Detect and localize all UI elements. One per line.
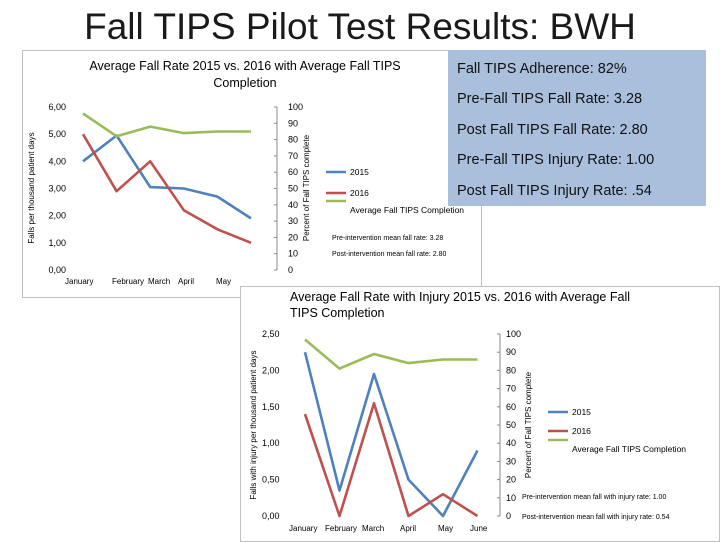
y2-tick-label: 80 bbox=[506, 365, 516, 375]
chart-title: Completion bbox=[213, 76, 276, 90]
category-label: June bbox=[470, 524, 488, 533]
y-tick-label: 1,00 bbox=[262, 438, 280, 448]
y2-tick-label: 70 bbox=[288, 151, 298, 161]
legend-label: 2016 bbox=[350, 188, 369, 198]
chart-fall-rate-frame bbox=[22, 50, 482, 298]
y2-tick-label: 10 bbox=[506, 493, 516, 503]
chart-title: Average Fall Rate with Injury 2015 vs. 2… bbox=[290, 290, 630, 304]
annotation-text: Post-intervention mean fall rate: 2.80 bbox=[332, 251, 447, 258]
annotation-text: Pre-intervention mean fall rate: 3.28 bbox=[332, 235, 443, 242]
legend-label: Average Fall TIPS Completion bbox=[572, 444, 686, 454]
y-tick-label: 0,00 bbox=[262, 511, 280, 521]
y2-tick-label: 100 bbox=[288, 102, 303, 112]
y2-axis-title: Percent of Fall TIPS complete bbox=[524, 371, 533, 478]
y2-tick-label: 30 bbox=[506, 456, 516, 466]
legend-label: 2015 bbox=[350, 167, 369, 177]
y-tick-label: 1,00 bbox=[48, 238, 66, 248]
series-line bbox=[303, 351, 479, 518]
y2-tick-label: 90 bbox=[506, 347, 516, 357]
category-label: March bbox=[362, 524, 384, 533]
y2-tick-label: 20 bbox=[288, 232, 298, 242]
legend-label: 2016 bbox=[572, 426, 591, 436]
chart-title: TIPS Completion bbox=[290, 306, 385, 320]
y-tick-label: 0,50 bbox=[262, 475, 280, 485]
stat-post-fall-rate: Post Fall TIPS Fall Rate: 2.80 bbox=[457, 122, 648, 138]
y2-tick-label: 70 bbox=[506, 384, 516, 394]
y2-axis-title: Percent of Fall TIPS complete bbox=[302, 134, 311, 241]
y-tick-label: 2,00 bbox=[48, 211, 66, 221]
y2-tick-label: 50 bbox=[288, 184, 298, 194]
stats-summary-box: Fall TIPS Adherence: 82% Pre-Fall TIPS F… bbox=[448, 50, 706, 206]
y2-tick-label: 30 bbox=[288, 216, 298, 226]
series-line bbox=[81, 133, 252, 245]
y2-tick-label: 10 bbox=[288, 249, 298, 259]
stat-pre-injury-rate: Pre-Fall TIPS Injury Rate: 1.00 bbox=[457, 152, 655, 168]
category-label: May bbox=[438, 524, 453, 533]
y2-tick-label: 60 bbox=[288, 167, 298, 177]
series-line bbox=[303, 401, 479, 518]
stat-adherence: Fall TIPS Adherence: 82% bbox=[457, 61, 627, 77]
y2-tick-label: 40 bbox=[288, 200, 298, 210]
slide-title: Fall TIPS Pilot Test Results: BWH bbox=[84, 6, 636, 47]
series-line bbox=[82, 112, 251, 138]
y-tick-label: 6,00 bbox=[48, 102, 66, 112]
y2-tick-label: 40 bbox=[506, 438, 516, 448]
category-label: January bbox=[289, 524, 317, 533]
y-tick-label: 2,50 bbox=[262, 329, 280, 339]
category-label: February bbox=[112, 277, 144, 286]
y-tick-label: 3,00 bbox=[48, 184, 66, 194]
y2-tick-label: 0 bbox=[506, 511, 511, 521]
category-label: April bbox=[400, 524, 416, 533]
annotation-text: Post-intervention mean fall with injury … bbox=[522, 514, 670, 521]
y-tick-label: 4,00 bbox=[48, 156, 66, 166]
category-label: March bbox=[148, 277, 170, 286]
y2-tick-label: 20 bbox=[506, 475, 516, 485]
stat-pre-fall-rate: Pre-Fall TIPS Fall Rate: 3.28 bbox=[457, 91, 643, 107]
y2-tick-label: 0 bbox=[288, 265, 293, 275]
category-label: May bbox=[216, 277, 231, 286]
annotation-text: Pre-intervention mean fall with injury r… bbox=[522, 494, 666, 501]
y2-tick-label: 50 bbox=[506, 420, 516, 430]
category-label: April bbox=[178, 277, 194, 286]
y-tick-label: 1,50 bbox=[262, 402, 280, 412]
chart-title: Average Fall Rate 2015 vs. 2016 with Ave… bbox=[89, 59, 400, 73]
y2-tick-label: 100 bbox=[506, 329, 521, 339]
y2-tick-label: 60 bbox=[506, 402, 516, 412]
legend-label: 2015 bbox=[572, 407, 591, 417]
y-tick-label: 0,00 bbox=[48, 265, 66, 275]
category-label: February bbox=[325, 524, 357, 533]
legend-label: Average Fall TIPS Completion bbox=[350, 205, 464, 215]
category-label: January bbox=[65, 277, 93, 286]
y-axis-title: Falls with injury per thousand patient d… bbox=[249, 351, 258, 500]
y-tick-label: 5,00 bbox=[48, 129, 66, 139]
y-axis-title: Falls per thousand patient days bbox=[27, 132, 36, 243]
y2-tick-label: 90 bbox=[288, 118, 298, 128]
series-line bbox=[304, 338, 478, 370]
y2-tick-label: 80 bbox=[288, 135, 298, 145]
stat-post-injury-rate: Post Fall TIPS Injury Rate: .54 bbox=[457, 183, 652, 199]
y-tick-label: 2,00 bbox=[262, 365, 280, 375]
